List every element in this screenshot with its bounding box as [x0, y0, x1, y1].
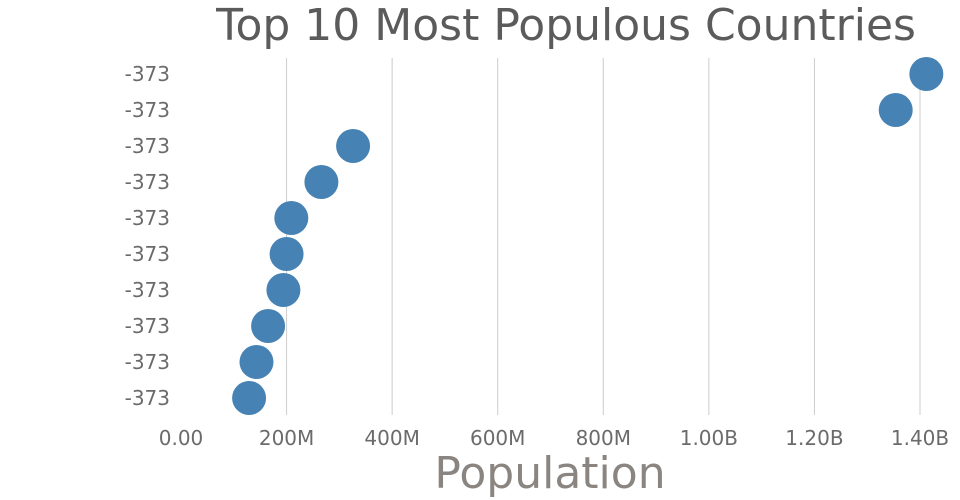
data-point: [251, 309, 286, 343]
y-tick-label: -373: [125, 98, 170, 122]
x-tick-label: 600M: [470, 426, 525, 450]
x-tick-label: 1.20B: [785, 426, 843, 450]
data-point: [909, 57, 944, 91]
data-point: [304, 165, 339, 199]
data-point: [269, 237, 304, 271]
data-point: [239, 345, 274, 379]
x-tick-label: 1.40B: [891, 426, 949, 450]
x-tick-label: 0.00: [159, 426, 204, 450]
data-point: [336, 129, 371, 163]
x-tick-label: 1.00B: [680, 426, 738, 450]
x-tick-label: 200M: [259, 426, 314, 450]
data-point: [232, 381, 267, 415]
data-point: [878, 93, 913, 127]
y-tick-label: -373: [125, 170, 170, 194]
x-tick-label: 400M: [364, 426, 419, 450]
data-points: [232, 57, 944, 415]
y-tick-labels: -373 -373 -373 -373 -373 -373 -373 -373 -373 -373: [125, 62, 170, 410]
y-tick-label: -373: [125, 314, 170, 338]
grid-lines: [286, 58, 921, 415]
y-tick-label: -373: [125, 206, 170, 230]
y-tick-label: -373: [125, 134, 170, 158]
y-tick-label: -373: [125, 62, 170, 86]
data-point: [266, 273, 301, 307]
y-tick-label: -373: [125, 278, 170, 302]
x-tick-labels: 0.00 200M 400M 600M 800M 1.00B 1.20B 1.40B: [159, 426, 949, 450]
y-tick-label: -373: [125, 386, 170, 410]
x-tick-label: 800M: [576, 426, 631, 450]
x-axis-label: Population: [434, 448, 665, 499]
data-point: [274, 201, 309, 235]
chart-title: Top 10 Most Populous Countries: [215, 0, 916, 51]
y-tick-label: -373: [125, 350, 170, 374]
y-tick-label: -373: [125, 242, 170, 266]
